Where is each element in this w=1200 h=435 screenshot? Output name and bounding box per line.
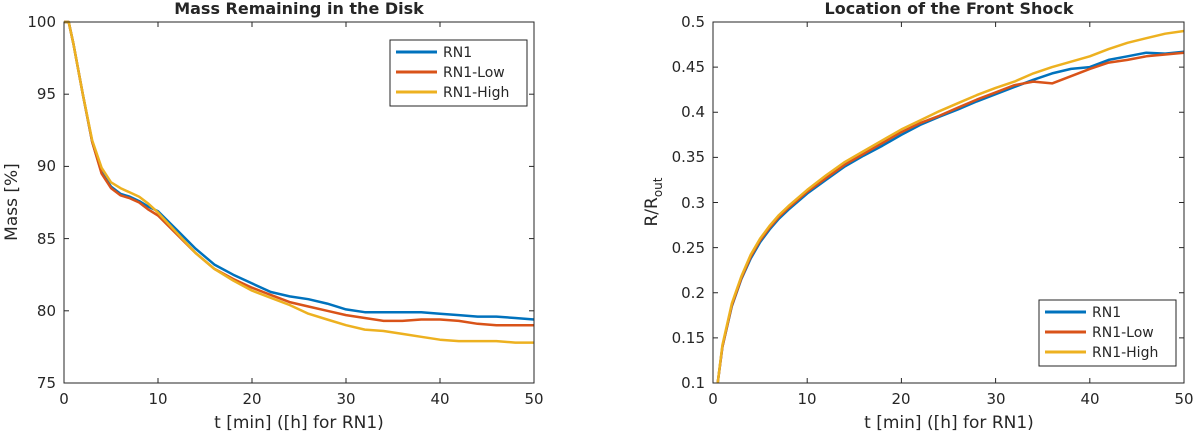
y-tick-label: 85: [37, 230, 56, 248]
chart-title: Mass Remaining in the Disk: [174, 0, 424, 18]
legend-label-rn1: RN1: [443, 45, 472, 61]
legend-label-rn1-high: RN1-High: [1092, 345, 1158, 361]
y-tick-label: 0.5: [681, 13, 705, 31]
series-lines: [64, 20, 535, 344]
chart-front-shock: Location of the Front Shock 0.1 0.15 0.2…: [642, 0, 1194, 433]
x-tick-labels: 0 10 20 30 40 50: [59, 390, 543, 408]
x-tick-label: 40: [1080, 390, 1099, 408]
legend: RN1 RN1-Low RN1-High: [389, 39, 528, 107]
x-tick-label: 0: [59, 390, 69, 408]
y-tick-labels: 0.1 0.15 0.2 0.25 0.3 0.35 0.4 0.45 0.5: [672, 13, 705, 392]
x-tick-label: 40: [430, 390, 449, 408]
x-tick-label: 10: [148, 390, 167, 408]
y-axis-label-subscript: out: [651, 177, 665, 197]
x-tick-labels: 0 10 20 30 40 50: [708, 390, 1193, 408]
chart-mass-remaining: Mass Remaining in the Disk 75 80 85 90 9…: [2, 0, 544, 433]
x-axis-label: t [min] ([h] for RN1): [864, 413, 1034, 433]
x-axis-label: t [min] ([h] for RN1): [214, 413, 384, 433]
y-tick-label: 0.15: [672, 329, 705, 347]
y-axis-label: R/Rout: [642, 177, 665, 226]
y-tick-label: 0.25: [672, 239, 705, 257]
x-tick-label: 20: [242, 390, 261, 408]
y-axis-label: Mass [%]: [2, 163, 22, 241]
series-line-rn1-high: [64, 20, 534, 344]
y-tick-label: 0.35: [672, 148, 705, 166]
legend-label-rn1-high: RN1-High: [443, 85, 509, 101]
y-tick-label: 0.3: [681, 194, 705, 212]
y-tick-label: 0.2: [681, 284, 705, 302]
series-line-rn1-low: [64, 20, 534, 327]
series-line-rn1-high: [716, 29, 1185, 384]
y-tick-label: 75: [37, 374, 56, 392]
legend: RN1 RN1-Low RN1-High: [1038, 299, 1177, 367]
legend-label-rn1-low: RN1-Low: [443, 65, 505, 81]
series-lines: [716, 29, 1185, 384]
x-tick-label: 20: [891, 390, 910, 408]
axes-box: [63, 21, 535, 384]
legend-label-rn1: RN1: [1092, 305, 1121, 321]
x-tick-label: 30: [986, 390, 1005, 408]
y-tick-label: 100: [27, 13, 56, 31]
y-tick-label: 95: [37, 85, 56, 103]
x-tick-label: 50: [524, 390, 543, 408]
chart-title: Location of the Front Shock: [825, 0, 1074, 18]
y-tick-label: 0.45: [672, 58, 705, 76]
legend-label-rn1-low: RN1-Low: [1092, 325, 1154, 341]
y-tick-label: 80: [37, 302, 56, 320]
y-axis-label-main: R/R: [642, 197, 662, 227]
y-tick-label: 0.4: [681, 103, 705, 121]
y-tick-label: 90: [37, 157, 56, 175]
axes-box: [712, 21, 1185, 384]
x-tick-label: 0: [708, 390, 718, 408]
y-tick-label: 0.1: [681, 374, 705, 392]
x-tick-label: 10: [797, 390, 816, 408]
x-tick-label: 30: [336, 390, 355, 408]
y-tick-labels: 75 80 85 90 95 100: [27, 13, 56, 392]
x-tick-label: 50: [1174, 390, 1193, 408]
